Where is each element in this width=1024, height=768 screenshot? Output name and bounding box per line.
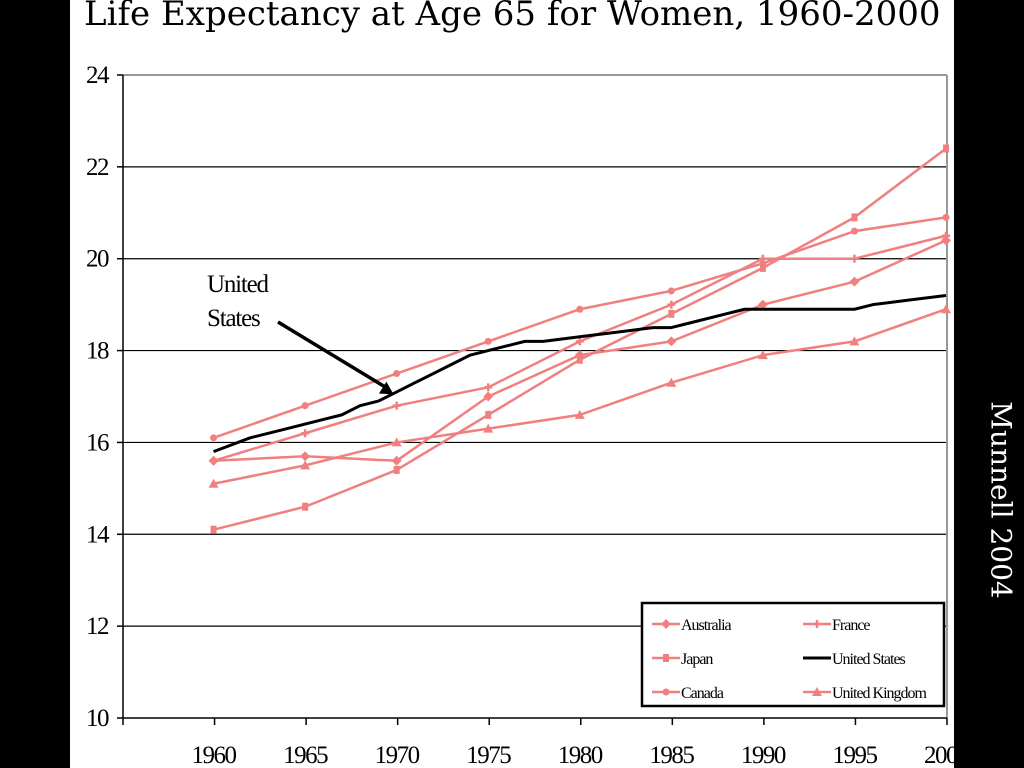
point-australia-1975 xyxy=(483,391,494,402)
point-australia-2000 xyxy=(941,235,951,246)
x-tick-label-1990: 1990 xyxy=(741,742,786,768)
y-tick-label-20: 20 xyxy=(86,246,109,273)
legend-marker-united-kingdom xyxy=(812,687,822,696)
annotation-arrow-head xyxy=(378,381,394,395)
y-tick-label-18: 18 xyxy=(86,338,109,365)
point-france-1975 xyxy=(484,383,493,392)
y-tick-label-24: 24 xyxy=(86,62,110,89)
legend-label-canada: Canada xyxy=(681,685,724,702)
point-united-kingdom-1980 xyxy=(574,409,585,419)
x-tick-label-1965: 1965 xyxy=(283,742,328,768)
y-tick-label-12: 12 xyxy=(86,613,109,640)
x-tick-label-2000: 2000 xyxy=(924,742,954,768)
point-canada-2000 xyxy=(942,213,950,221)
chart-title: Life Expectancy at Age 65 for Women, 196… xyxy=(84,0,941,34)
annotation-arrow-shaft xyxy=(277,320,389,390)
point-australia-1985 xyxy=(666,336,677,347)
legend-label-united-kingdom: United Kingdom xyxy=(832,685,928,702)
point-canada-1960 xyxy=(210,434,218,442)
annotation-line-2: States xyxy=(207,305,260,332)
point-france-1985 xyxy=(667,300,676,309)
legend-box xyxy=(640,601,946,708)
y-tick-label-14: 14 xyxy=(86,521,110,548)
point-canada-1980 xyxy=(576,305,584,313)
point-united-kingdom-1985 xyxy=(666,377,677,387)
x-tick-label-1970: 1970 xyxy=(375,742,420,768)
point-australia-1990 xyxy=(757,299,768,310)
point-united-kingdom-1995 xyxy=(849,336,860,346)
y-tick-label-10: 10 xyxy=(86,705,109,732)
point-france-2000 xyxy=(942,231,950,240)
point-france-1970 xyxy=(392,401,401,410)
x-tick-label-1995: 1995 xyxy=(832,742,877,768)
point-canada-1985 xyxy=(667,287,675,295)
x-tick-label-1985: 1985 xyxy=(649,742,694,768)
legend-marker-japan xyxy=(663,654,669,662)
point-japan-1960 xyxy=(210,525,217,534)
legend-label-united-states: United States xyxy=(832,651,906,668)
legend-label-japan: Japan xyxy=(681,651,713,668)
point-united-kingdom-1970 xyxy=(391,437,402,447)
point-canada-1990 xyxy=(759,259,767,267)
x-tick-label-1960: 1960 xyxy=(192,742,237,768)
chart-slide: Life Expectancy at Age 65 for Women, 196… xyxy=(70,0,954,768)
point-japan-1990 xyxy=(759,263,766,272)
point-france-1995 xyxy=(850,254,859,263)
legend-label-australia: Australia xyxy=(681,617,732,634)
y-tick-label-16: 16 xyxy=(86,429,109,456)
annotation-line-1: United xyxy=(207,271,270,298)
legend-label-france: France xyxy=(832,617,870,634)
point-united-kingdom-1960 xyxy=(208,478,219,488)
point-japan-1970 xyxy=(393,465,400,474)
source-note: Munnell 2004 xyxy=(984,401,1018,599)
series-line-united-states xyxy=(213,293,947,454)
point-canada-1995 xyxy=(850,227,858,235)
legend-marker-australia xyxy=(661,619,671,629)
point-france-1960 xyxy=(209,456,218,465)
point-france-1965 xyxy=(301,429,310,438)
line-chart: 10 12 14 16 18 20 22 24 1960 1965 1970 1975 1980 1985… xyxy=(86,62,954,768)
point-france-1980 xyxy=(575,337,584,346)
point-canada-1970 xyxy=(393,370,401,378)
point-united-kingdom-1975 xyxy=(483,423,494,433)
point-united-kingdom-2000 xyxy=(941,304,951,314)
point-australia-1965 xyxy=(300,451,311,462)
point-japan-1980 xyxy=(576,355,583,364)
point-canada-1975 xyxy=(484,337,492,345)
point-japan-2000 xyxy=(943,144,949,153)
legend-marker-canada xyxy=(662,688,670,696)
y-tick-label-22: 22 xyxy=(86,154,109,181)
legend-marker-france xyxy=(813,620,821,628)
x-tick-label-1975: 1975 xyxy=(466,742,511,768)
x-tick-label-1980: 1980 xyxy=(558,742,603,768)
point-japan-1965 xyxy=(302,502,309,511)
series-line-canada xyxy=(213,216,947,440)
legend: Australia France Japan United States Canada U… xyxy=(640,601,946,708)
point-japan-1975 xyxy=(485,410,492,419)
point-canada-1965 xyxy=(301,402,309,410)
point-united-kingdom-1990 xyxy=(757,350,768,360)
point-japan-1995 xyxy=(851,213,858,222)
point-australia-1970 xyxy=(391,455,402,466)
point-australia-1995 xyxy=(849,276,860,287)
point-united-kingdom-1965 xyxy=(300,460,311,470)
point-japan-1985 xyxy=(668,309,675,318)
